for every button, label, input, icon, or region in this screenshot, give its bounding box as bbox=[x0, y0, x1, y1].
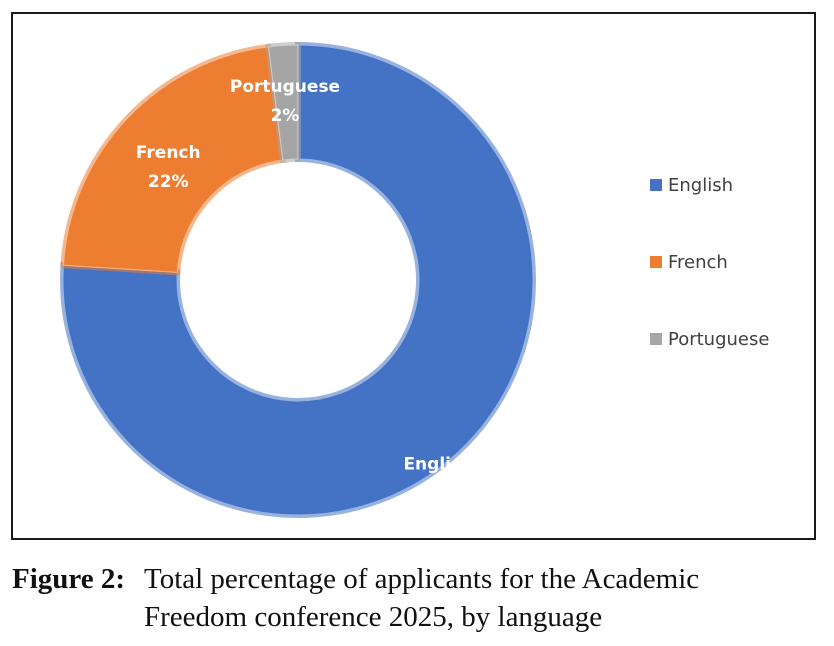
legend-swatch-english bbox=[650, 179, 662, 191]
caption-label: Figure 2: bbox=[12, 563, 126, 595]
chart-frame: English 76% French 22% Portuguese 2% English … bbox=[11, 12, 816, 540]
data-label-name-french: French bbox=[136, 143, 201, 163]
legend-swatch-french bbox=[650, 256, 662, 268]
data-label-value-portuguese: 2% bbox=[271, 106, 300, 126]
legend-label-french: French bbox=[668, 251, 728, 273]
data-label-value-french: 22% bbox=[148, 172, 189, 192]
slice-rim-french bbox=[60, 43, 287, 276]
legend-label-english: English bbox=[668, 174, 733, 196]
caption-text: Total percentage of applicants for the A… bbox=[144, 563, 700, 633]
legend-swatch-portuguese bbox=[650, 333, 662, 345]
legend-item-french: French bbox=[650, 251, 728, 273]
slice-rim-english bbox=[60, 41, 536, 518]
data-label-name-portuguese: Portuguese bbox=[230, 77, 340, 97]
data-label-name-english: English bbox=[403, 454, 473, 474]
data-label-value-english: 76% bbox=[418, 483, 459, 503]
legend-item-english: English bbox=[650, 174, 733, 196]
legend-item-portuguese: Portuguese bbox=[650, 328, 769, 350]
slice-rim-portuguese bbox=[265, 41, 301, 164]
donut-chart: English 76% French 22% Portuguese 2% bbox=[60, 41, 536, 518]
legend-label-portuguese: Portuguese bbox=[668, 328, 770, 350]
